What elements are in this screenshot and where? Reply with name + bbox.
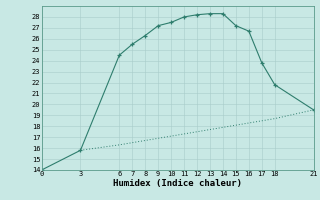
- X-axis label: Humidex (Indice chaleur): Humidex (Indice chaleur): [113, 179, 242, 188]
